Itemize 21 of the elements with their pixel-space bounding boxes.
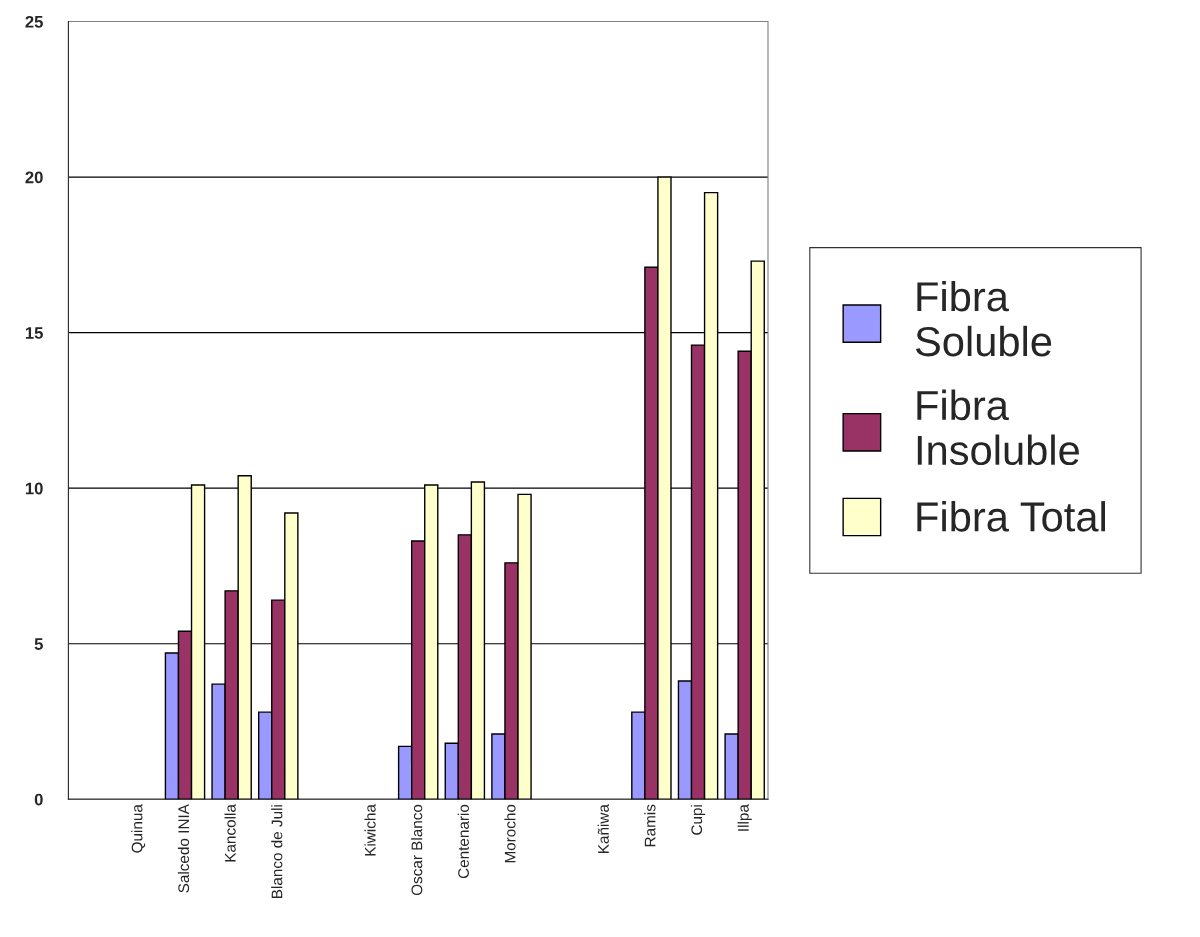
legend-label: Fibra Total (917, 501, 1105, 532)
x-tick-label: Kiwicha (364, 804, 376, 856)
y-tick-label: 10 (25, 482, 43, 495)
x-tick-label: Ramis (644, 804, 656, 847)
x-tick-label: Oscar Blanco (411, 804, 423, 896)
x-tick-label: Illpa (737, 804, 752, 831)
y-tick-label: 15 (25, 327, 43, 339)
x-tick-label: Centenario (457, 804, 469, 879)
x-tick-label: Salcedo INIA (177, 804, 190, 893)
y-tick-label: 0 (34, 793, 43, 806)
x-tick-label: Blanco de Juli (271, 805, 283, 898)
x-tick-label: Morocho (504, 804, 516, 863)
y-tick-label: 25 (25, 15, 43, 28)
x-tick-label: Cupi (690, 805, 706, 835)
y-tick-label: 20 (25, 171, 43, 184)
legend-label: Fibra Insoluble (917, 389, 1079, 466)
x-tick-label: Kañiwa (597, 804, 609, 853)
y-tick-label: 5 (34, 638, 43, 650)
legend-label: Fibra Soluble (915, 280, 1052, 357)
x-tick-label: Kancolla (224, 804, 236, 862)
x-tick-label: Quinua (131, 804, 146, 853)
